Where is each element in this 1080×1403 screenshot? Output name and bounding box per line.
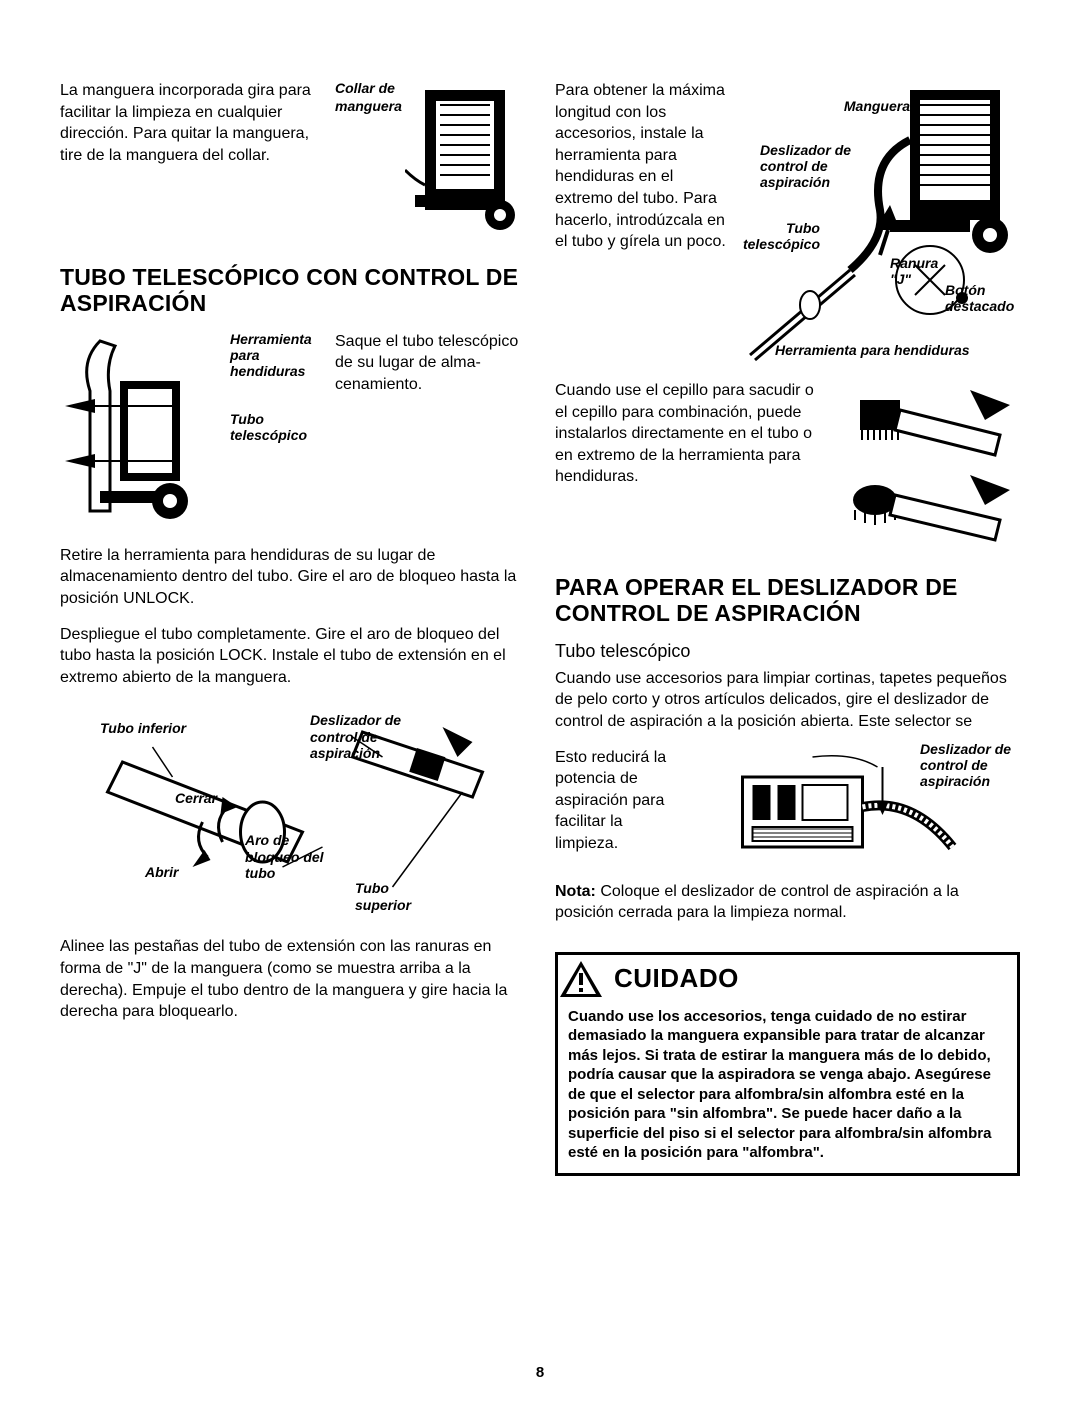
right-para3: Cuando use accesorios para limpiar corti…: [555, 668, 1020, 733]
tubo-label: Tubo telescópico: [230, 411, 325, 443]
desliz-label2: Deslizador de control de aspiración: [760, 142, 860, 190]
tube-diagram: Tubo inferior Deslizador de control de a…: [60, 702, 525, 922]
left-para2-text: Retire la herramienta para hendiduras de…: [60, 547, 516, 607]
intro-row: La manguera incorporada gira para facili…: [60, 80, 525, 240]
note-bold: Nota:: [555, 883, 596, 900]
left-para3: Despliegue el tubo completamente. Gire e…: [60, 624, 525, 689]
intro-text: La manguera incorporada gira para facili…: [60, 80, 325, 166]
left-para4: Alinee las pestañas del tubo de extensió…: [60, 936, 525, 1022]
note-para: Nota: Coloque el deslizador de control d…: [555, 881, 1020, 924]
tubo-label2: Tubo telescópico: [730, 220, 820, 252]
caution-header: CUIDADO: [558, 955, 1017, 1003]
right-para4a: Esto reducirá la potencia de aspiración …: [555, 747, 675, 855]
left-para3-text: Despliegue el tubo completamente. Gire e…: [60, 626, 506, 686]
left-para2: Retire la herramienta para hendiduras de…: [60, 545, 525, 610]
boton-label: Botón destacado: [945, 282, 1025, 314]
page-content: La manguera incorporada gira para facili…: [60, 80, 1020, 1176]
abrir-label: Abrir: [145, 864, 178, 880]
left-column: La manguera incorporada gira para facili…: [60, 80, 525, 1176]
subhead-right: Tubo telescópico: [555, 641, 1020, 662]
brush-svg: [840, 380, 1020, 550]
note-rest: Coloque el deslizador de control de aspi…: [555, 883, 959, 922]
right-para2: Cuando use el cepillo para sacudir o el …: [555, 380, 830, 488]
slider-figure: Deslizador de control de aspiración: [685, 747, 1020, 867]
herr-label: Herramienta para hendiduras: [775, 342, 1005, 358]
aro-label: Aro de bloqueo del tubo: [245, 832, 325, 880]
right-fig1-block: Para obtener la máxima longitud con los …: [555, 80, 1020, 370]
right-row3: Esto reducirá la potencia de aspiración …: [555, 747, 1020, 867]
fig2-row: Herramienta para hendiduras Tubo telescó…: [60, 331, 525, 531]
right-fig1: Manguera Deslizador de control de aspira…: [720, 80, 1020, 370]
caution-title: CUIDADO: [614, 963, 739, 994]
tubo-sup-label: Tubo superior: [355, 880, 435, 912]
heading-tubo: TUBO TELESCÓPICO CON CONTROL DE ASPIRACI…: [60, 264, 525, 317]
right-intro: Para obtener la máxima longitud con los …: [555, 80, 735, 253]
ranura-label: Ranura "J": [890, 255, 950, 287]
fig1-label-col: Collar de manguera: [335, 80, 395, 116]
vacuum-side-figure: [60, 331, 220, 531]
fig2-side-text: Saque el tubo telescópico de su lugar de…: [335, 331, 525, 396]
right-column: Para obtener la máxima longitud con los …: [555, 80, 1020, 1176]
cerrar-label: Cerrar: [175, 790, 217, 806]
manguera-label: Manguera: [844, 98, 910, 114]
slider-label: Deslizador de control de aspiración: [920, 741, 1020, 789]
warning-triangle-icon: [558, 959, 604, 999]
vacuum-side-svg: [60, 331, 220, 531]
caution-body: Cuando use los accesorios, tenga cuidado…: [558, 1003, 1017, 1173]
fig2-labels: Herramienta para hendiduras Tubo telescó…: [230, 331, 325, 443]
heading-right: PARA OPERAR EL DESLIZADOR DE CONTROL DE …: [555, 574, 1020, 627]
herramienta-label: Herramienta para hendiduras: [230, 331, 325, 379]
right-row2: Cuando use el cepillo para sacudir o el …: [555, 380, 1020, 550]
brush-figure: [840, 380, 1020, 550]
vacuum-top-svg: [405, 80, 525, 240]
tubo-inferior-label: Tubo inferior: [100, 720, 186, 736]
page-number: 8: [536, 1364, 544, 1381]
deslizador-label: Deslizador de control de aspiración: [310, 712, 420, 760]
caution-box: CUIDADO Cuando use los accesorios, tenga…: [555, 952, 1020, 1176]
collar-label: Collar de manguera: [335, 80, 402, 114]
vacuum-top-figure: [405, 80, 525, 240]
